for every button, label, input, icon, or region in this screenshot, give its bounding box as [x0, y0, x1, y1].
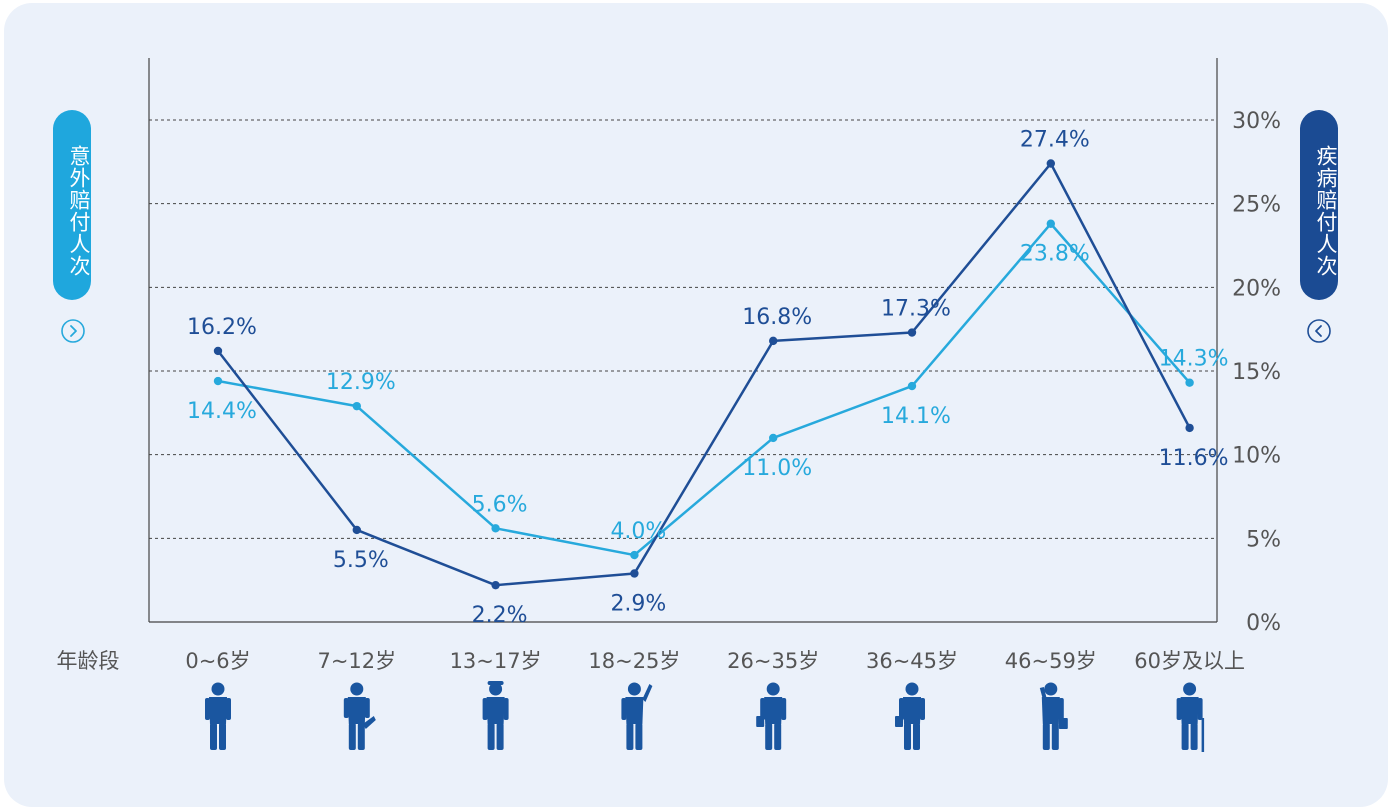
disease-data-label: 2.9% — [610, 591, 666, 616]
y-tick-label: 5% — [1246, 527, 1281, 552]
x-axis-title: 年龄段 — [57, 649, 120, 673]
child-kicking-silhouette-icon — [343, 682, 376, 750]
disease-data-label: 5.5% — [333, 548, 389, 573]
disease-data-label: 2.2% — [472, 603, 528, 628]
disease-point — [630, 569, 639, 578]
accident-data-label: 14.4% — [187, 399, 257, 424]
x-tick-label: 13~17岁 — [450, 649, 542, 673]
chevron-left-circle-icon[interactable] — [1306, 318, 1332, 344]
disease-series-line — [217, 162, 1191, 587]
disease-point — [352, 525, 361, 535]
accident-data-label: 5.6% — [472, 492, 528, 517]
disease-point — [907, 328, 917, 337]
accident-data-label: 14.1% — [881, 404, 951, 429]
y-tick-label: 15% — [1232, 360, 1281, 385]
accident-point — [907, 381, 917, 391]
x-tick-label: 60岁及以上 — [1134, 649, 1245, 673]
accident-point — [1185, 378, 1194, 387]
toddler-silhouette-icon — [205, 682, 231, 750]
adult-with-briefcase-silhouette-icon — [756, 682, 787, 750]
accident-point — [352, 401, 361, 411]
x-tick-label: 46~59岁 — [1005, 649, 1097, 673]
elderly-with-cane-silhouette-icon — [1176, 682, 1205, 752]
disease-data-label: 16.8% — [742, 305, 812, 330]
accident-point — [491, 524, 500, 533]
accident-point — [769, 433, 778, 443]
young-adult-waving-silhouette-icon — [621, 682, 653, 750]
accident-point — [630, 550, 639, 560]
disease-point — [491, 580, 500, 590]
x-tick-label: 7~12岁 — [317, 649, 396, 673]
x-tick-label: 36~45岁 — [866, 649, 958, 673]
disease-claims-axis-label: 疾病赔付人次 — [1300, 110, 1338, 300]
accident-series-line — [217, 222, 1191, 557]
accident-data-label: 11.0% — [742, 456, 812, 481]
accident-claims-axis-label: 意外赔付人次 — [53, 110, 91, 300]
x-tick-label: 0~6岁 — [185, 649, 250, 673]
x-tick-label: 26~35岁 — [727, 649, 819, 673]
y-tick-label: 30% — [1232, 109, 1281, 134]
disease-data-label: 11.6% — [1159, 446, 1229, 471]
disease-data-label: 16.2% — [187, 315, 257, 340]
y-tick-label: 25% — [1232, 193, 1281, 218]
accident-data-label: 12.9% — [326, 370, 396, 395]
accident-data-label: 23.8% — [1020, 242, 1090, 267]
x-tick-label: 18~25岁 — [588, 649, 680, 673]
teen-with-cap-silhouette-icon — [482, 681, 509, 750]
accident-data-label: 4.0% — [610, 519, 666, 544]
adult-on-phone-with-briefcase-silhouette-icon — [1039, 682, 1068, 750]
y-tick-label: 10% — [1232, 444, 1281, 469]
disease-point — [769, 336, 778, 346]
accident-point — [1046, 219, 1056, 228]
adult-walking-with-bag-silhouette-icon — [895, 682, 925, 750]
disease-point — [1046, 159, 1056, 168]
disease-data-label: 27.4% — [1020, 128, 1090, 153]
chevron-right-circle-icon[interactable] — [60, 318, 86, 344]
accident-point — [213, 376, 223, 386]
accident-data-label: 14.3% — [1159, 347, 1229, 372]
chart-card — [4, 3, 1388, 807]
disease-point — [213, 346, 223, 356]
y-tick-label: 20% — [1232, 276, 1281, 301]
y-tick-label: 0% — [1246, 611, 1281, 636]
disease-point — [1185, 423, 1194, 433]
disease-data-label: 17.3% — [881, 297, 951, 322]
